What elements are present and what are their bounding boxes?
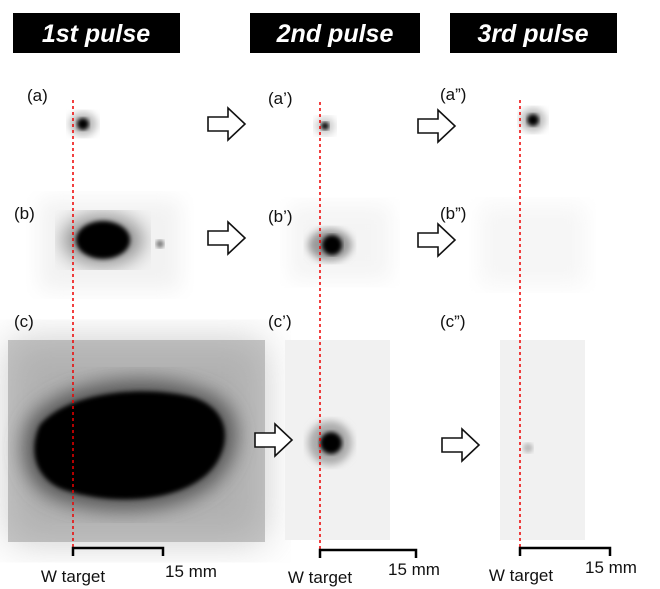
image-c2 — [285, 340, 390, 540]
panel-label: (c”) — [440, 312, 465, 331]
header: 1st pulse — [42, 20, 150, 48]
arrow — [208, 108, 245, 140]
scale-label: 15 mm — [165, 562, 217, 581]
header: 3rd pulse — [477, 20, 588, 48]
image-a3 — [520, 108, 546, 132]
panel-label: (b) — [14, 204, 35, 223]
arrow — [442, 429, 479, 461]
panel-label: (a) — [27, 86, 48, 105]
scale-label: 15 mm — [388, 560, 440, 579]
scale-label: 15 mm — [585, 558, 637, 577]
panel-label: (a”) — [440, 85, 466, 104]
figure: 1st pulse 2nd pulse 3rd pulse — [0, 0, 660, 589]
panel-label: (c) — [14, 312, 34, 331]
panel-label: (b’) — [268, 207, 293, 226]
image-c — [8, 340, 265, 542]
arrow — [418, 110, 455, 142]
target-label: W target — [489, 566, 554, 585]
panel-label: (b”) — [440, 204, 466, 223]
image-c3 — [500, 340, 585, 540]
panel-label: (c’) — [268, 312, 292, 331]
image-a2 — [315, 117, 335, 135]
image-b2 — [290, 205, 390, 280]
target-label: W target — [41, 567, 106, 586]
arrow — [208, 222, 245, 254]
panel-label: (a’) — [268, 89, 293, 108]
target-label: W target — [288, 568, 353, 587]
arrow — [418, 224, 455, 256]
scale-bar — [73, 548, 610, 558]
image-b3 — [480, 205, 585, 285]
header: 2nd pulse — [276, 20, 394, 48]
image-b — [40, 200, 180, 290]
